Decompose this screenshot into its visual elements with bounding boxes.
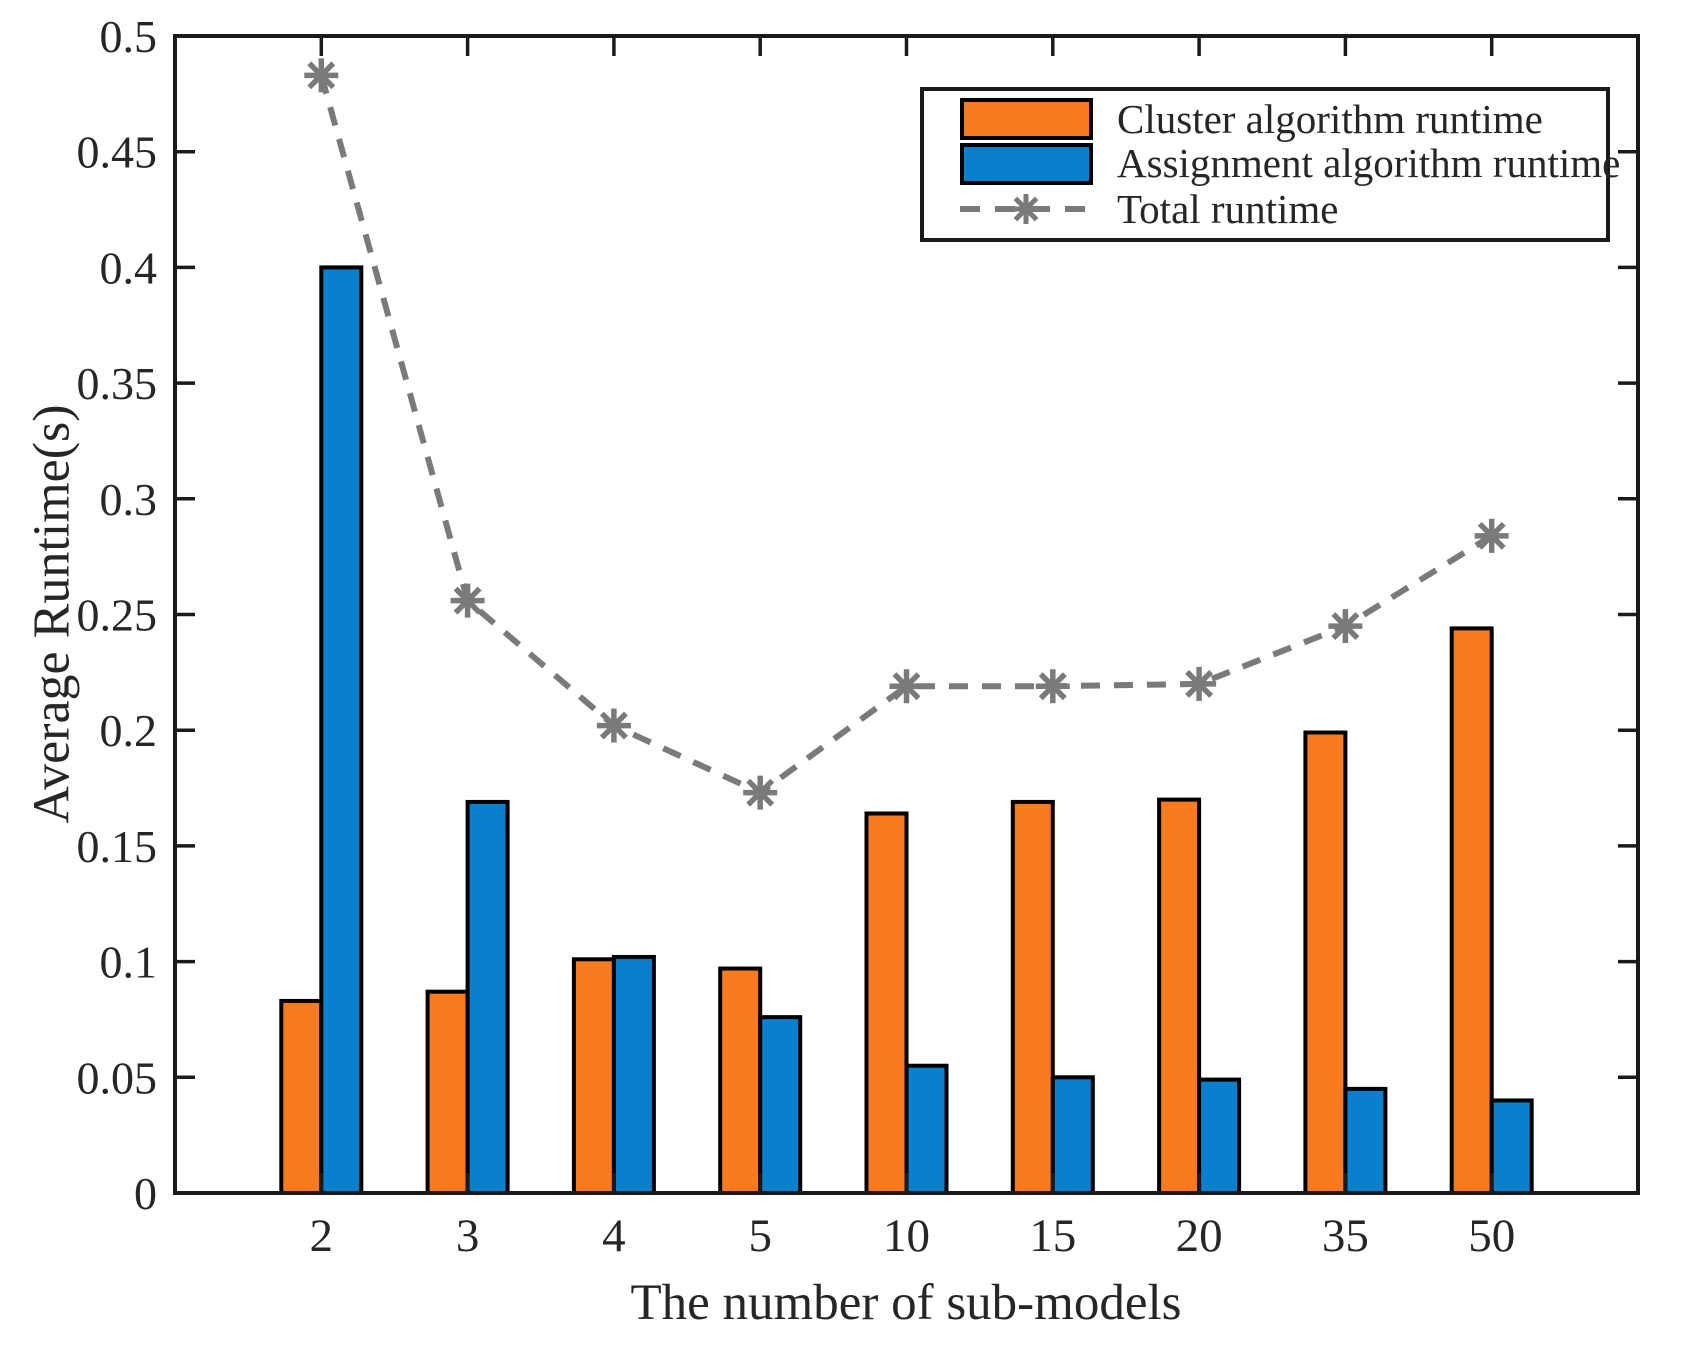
y-axis-title: Average Runtime(s) xyxy=(23,404,81,824)
y-tick-label: 0.3 xyxy=(100,474,158,525)
bar-cluster-4 xyxy=(571,957,616,1196)
x-tick-label: 50 xyxy=(1468,1210,1515,1262)
bar-assignment-5 xyxy=(758,1015,803,1195)
legend-row-cluster: Cluster algorithm runtime xyxy=(960,97,1598,142)
y-tick-label: 0.25 xyxy=(77,590,158,641)
legend-label-assignment: Assignment algorithm runtime xyxy=(1117,140,1621,187)
bar-assignment-35 xyxy=(1343,1086,1388,1195)
bar-assignment-2 xyxy=(319,265,364,1195)
y-tick-label: 0.05 xyxy=(77,1052,158,1103)
total-marker-10 xyxy=(892,672,921,701)
total-line-sample xyxy=(960,194,1093,224)
x-tick-label: 15 xyxy=(1029,1210,1076,1262)
bar-cluster-20 xyxy=(1157,797,1202,1195)
bar-assignment-50 xyxy=(1489,1098,1534,1195)
y-tick-label: 0.4 xyxy=(100,242,158,293)
x-tick-label: 35 xyxy=(1322,1210,1369,1262)
y-tick-label: 0 xyxy=(134,1168,157,1219)
bar-assignment-3 xyxy=(465,799,510,1196)
legend-row-assignment: Assignment algorithm runtime xyxy=(960,142,1620,187)
legend-label-total: Total runtime xyxy=(1117,185,1339,232)
total-runtime-line xyxy=(318,74,1494,797)
total-marker-5 xyxy=(746,778,775,807)
x-tick-label: 5 xyxy=(748,1210,772,1262)
bar-assignment-10 xyxy=(904,1063,949,1195)
bar-cluster-35 xyxy=(1303,730,1348,1195)
total-marker-2 xyxy=(307,61,336,90)
total-marker-4 xyxy=(599,711,628,740)
y-tick-label: 0.1 xyxy=(100,937,158,988)
y-tick-label: 0.45 xyxy=(77,127,158,178)
bar-cluster-50 xyxy=(1449,626,1494,1195)
bar-cluster-2 xyxy=(279,998,324,1195)
bar-cluster-3 xyxy=(425,989,470,1195)
bar-assignment-20 xyxy=(1197,1077,1242,1196)
x-axis-title: The number of sub-models xyxy=(630,1275,1182,1331)
x-tick-label: 10 xyxy=(883,1210,930,1262)
x-tick-label: 2 xyxy=(310,1210,334,1262)
legend-label-cluster: Cluster algorithm runtime xyxy=(1117,95,1543,142)
total-marker-50 xyxy=(1477,521,1506,550)
bar-cluster-5 xyxy=(718,966,763,1195)
x-tick-label: 20 xyxy=(1176,1210,1223,1262)
x-tick-label: 4 xyxy=(602,1210,626,1262)
bar-cluster-15 xyxy=(1010,799,1055,1196)
bar-assignment-4 xyxy=(611,954,656,1195)
y-tick-label: 0.2 xyxy=(100,705,158,756)
bar-assignment-15 xyxy=(1050,1075,1095,1196)
total-marker-35 xyxy=(1331,612,1360,641)
bar-cluster-10 xyxy=(864,811,909,1196)
cluster-series-swatch xyxy=(960,98,1093,141)
y-tick-label: 0.15 xyxy=(77,821,158,872)
total-marker-15 xyxy=(1038,672,1067,701)
y-tick-label: 0.5 xyxy=(100,11,158,62)
assignment-series-swatch xyxy=(960,142,1093,185)
total-marker-20 xyxy=(1185,669,1214,698)
total-marker-3 xyxy=(453,586,482,615)
legend-row-total: Total runtime xyxy=(960,186,1598,232)
legend-asterisk-marker xyxy=(1013,196,1039,222)
x-tick-label: 3 xyxy=(456,1210,480,1262)
y-tick-label: 0.35 xyxy=(77,358,158,409)
legend: Cluster algorithm runtime Assignment alg… xyxy=(920,87,1620,242)
